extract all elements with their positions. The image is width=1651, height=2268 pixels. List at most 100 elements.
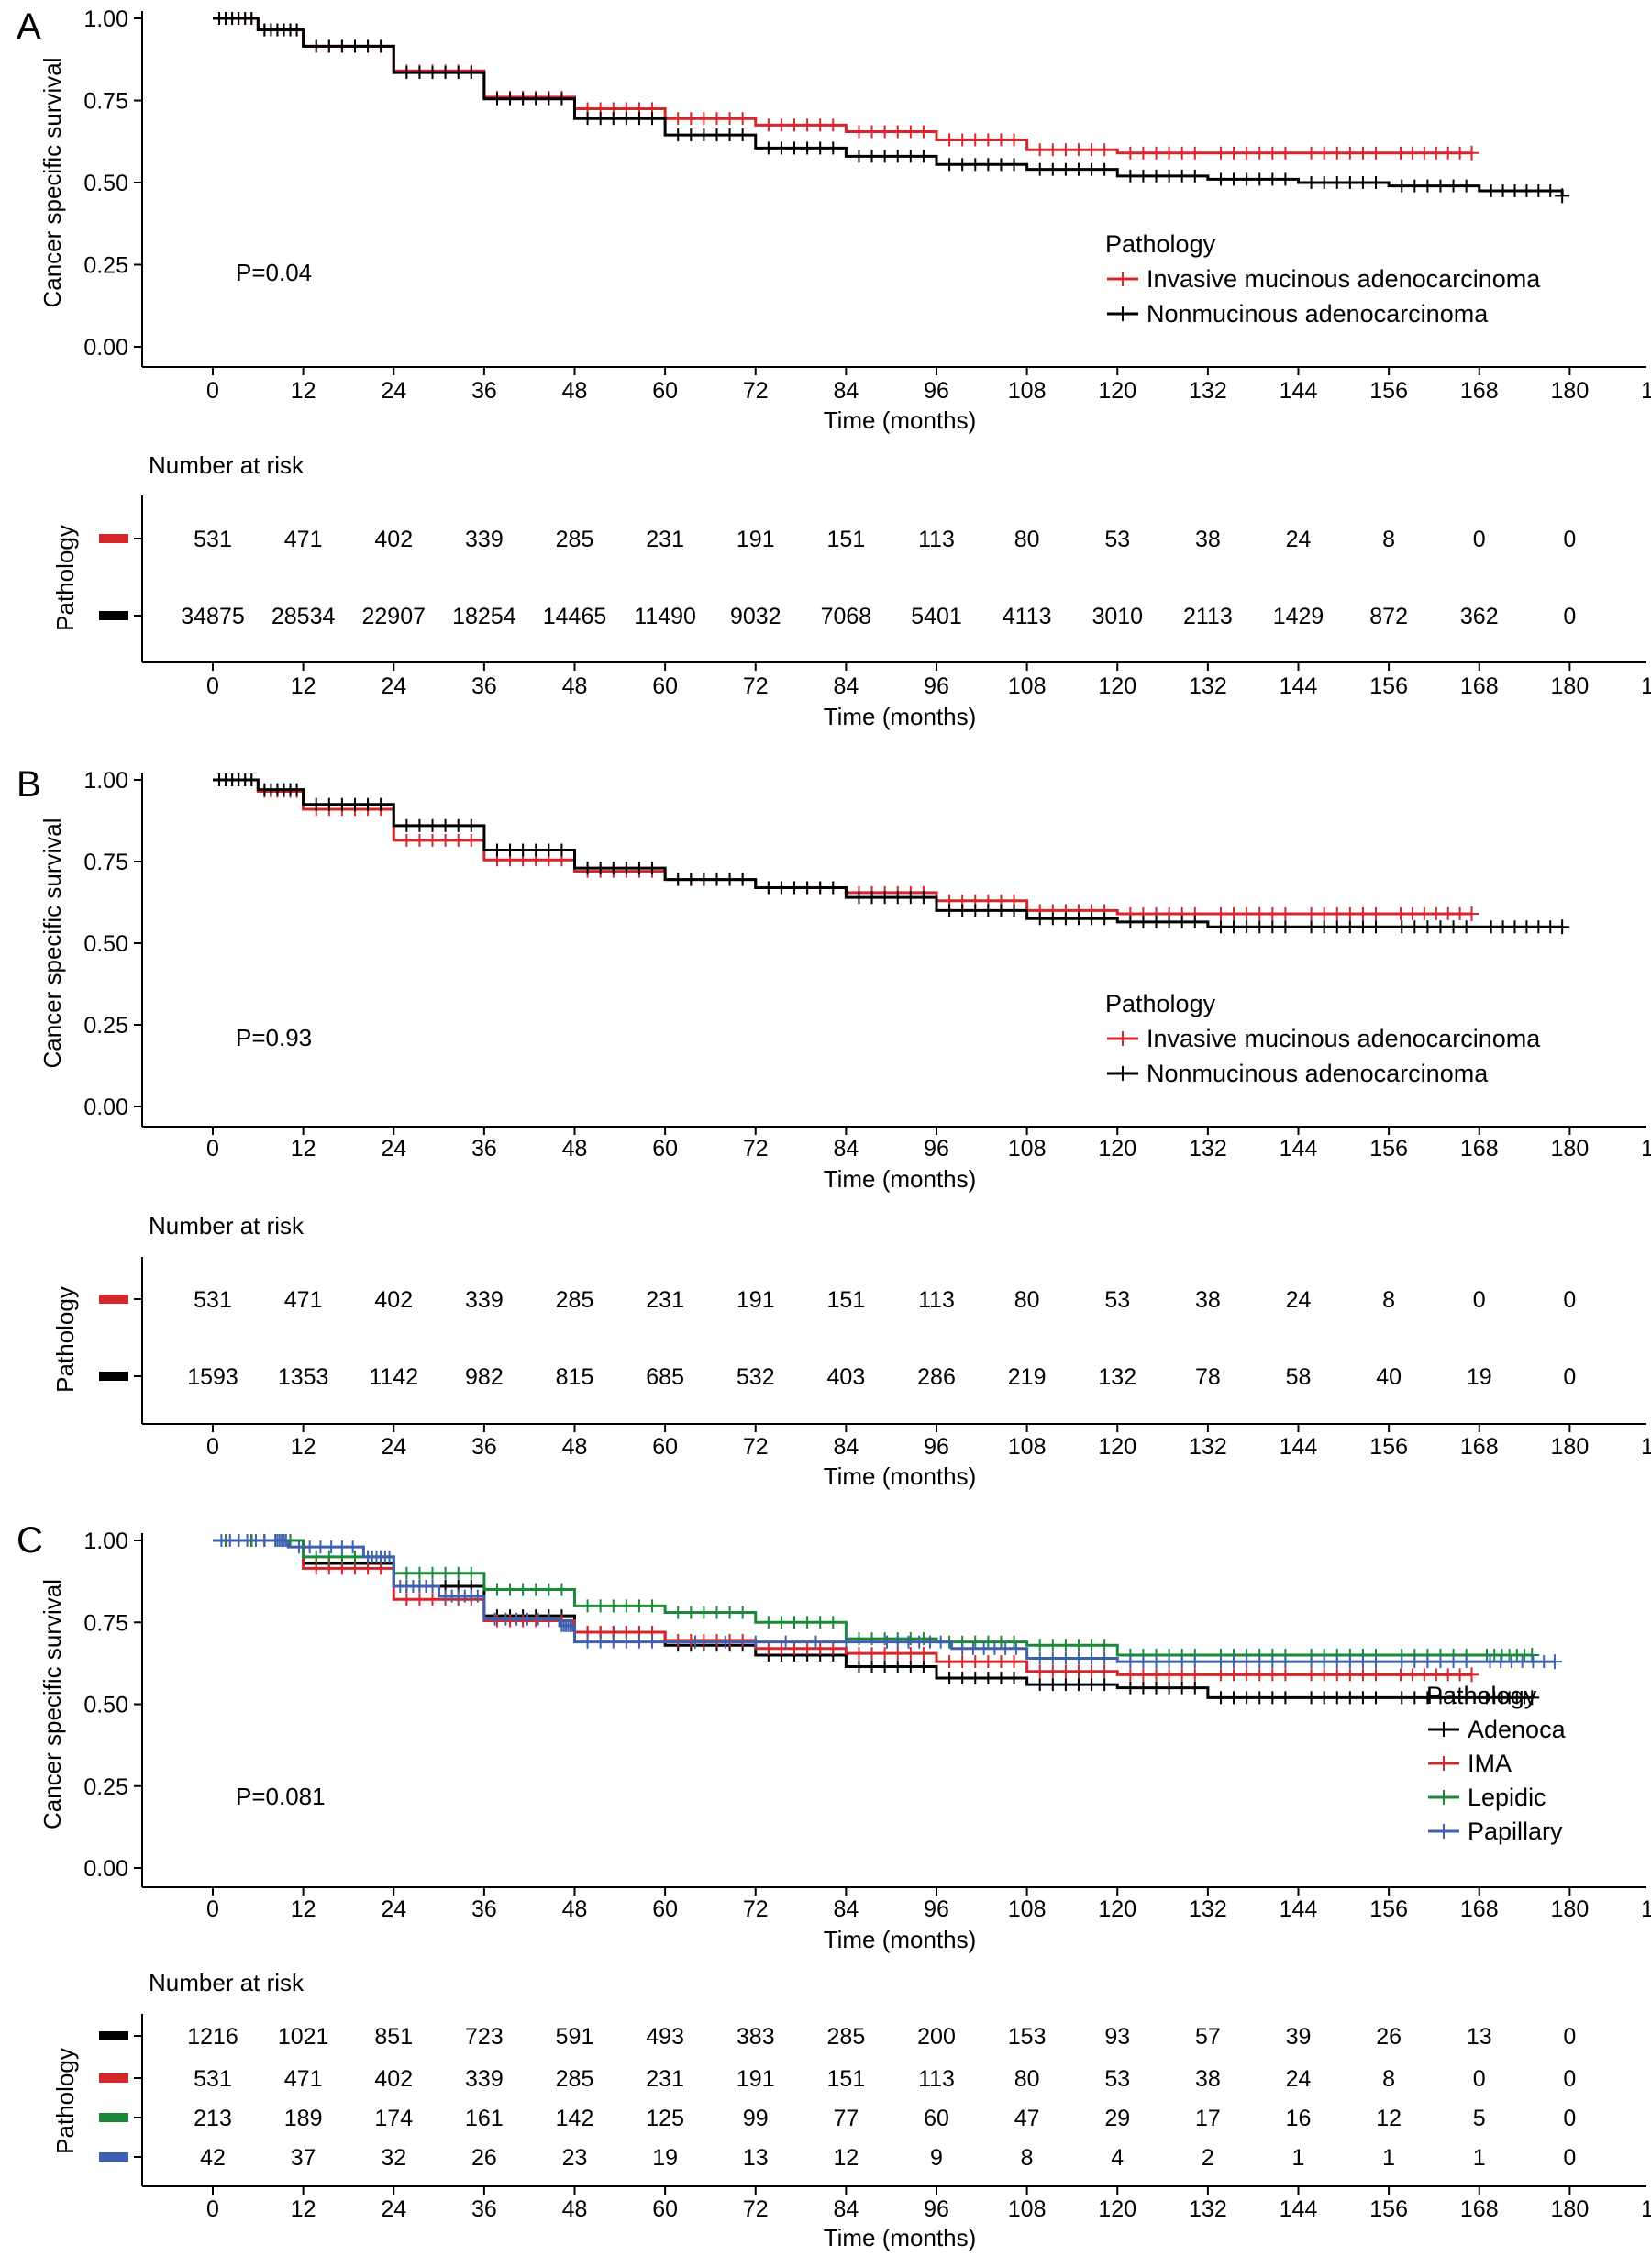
risk-cell: 24	[1286, 527, 1312, 552]
survival-curve-4	[213, 1539, 1555, 1663]
x-tick-label: 132	[1189, 1136, 1227, 1162]
risk-cell: 0	[1563, 1364, 1576, 1390]
risk-cell: 213	[194, 2106, 232, 2131]
risk-cell: 153	[1008, 2024, 1047, 2050]
risk-cell: 471	[284, 527, 323, 552]
risk-cell: 28534	[271, 604, 336, 629]
risk-cell: 403	[827, 1364, 866, 1390]
risk-x-tick-label: 0	[206, 673, 219, 699]
risk-cell: 174	[374, 2106, 413, 2131]
risk-cell: 26	[1376, 2024, 1402, 2050]
risk-cell: 685	[646, 1364, 684, 1390]
risk-table-title: Number at risk	[149, 1212, 305, 1240]
risk-x-label: Time (months)	[824, 703, 977, 730]
x-tick-label: 0	[206, 1896, 219, 1922]
risk-cell: 113	[918, 527, 955, 552]
x-tick-label: 60	[652, 1896, 678, 1922]
x-tick-label: 72	[743, 378, 769, 404]
y-axis-label: Cancer specific survival	[39, 817, 66, 1068]
risk-cell: 191	[737, 2066, 775, 2092]
risk-cell: 285	[827, 2024, 866, 2050]
risk-x-tick-label: 84	[833, 673, 859, 699]
risk-cell: 19	[652, 2145, 678, 2171]
x-tick-label: 12	[291, 1136, 316, 1162]
risk-cell: 125	[646, 2106, 684, 2131]
x-tick-label: 96	[924, 1136, 949, 1162]
x-tick-label: 60	[652, 378, 678, 404]
survival-curve-2	[213, 1539, 1472, 1676]
censor-marks-1	[218, 12, 1479, 161]
risk-x-tick-label: 84	[833, 2196, 859, 2222]
risk-x-tick-label: 132	[1189, 2196, 1227, 2222]
y-tick-label: 0.75	[83, 1610, 128, 1636]
x-tick-label: 192	[1641, 378, 1651, 404]
risk-x-tick-label: 156	[1369, 1434, 1408, 1460]
risk-cell: 0	[1473, 527, 1486, 552]
risk-cell: 872	[1369, 604, 1408, 629]
risk-cell: 78	[1195, 1364, 1221, 1390]
risk-cell: 14465	[543, 604, 607, 629]
risk-cell: 383	[737, 2024, 775, 2050]
risk-cell: 0	[1563, 2145, 1576, 2171]
risk-y-label: Pathology	[51, 2048, 79, 2154]
risk-row-key	[99, 2152, 128, 2162]
x-tick-label: 120	[1098, 1896, 1136, 1922]
risk-row-key	[99, 1372, 128, 1381]
risk-cell: 286	[917, 1364, 956, 1390]
risk-x-tick-label: 72	[743, 673, 769, 699]
y-tick-label: 1.00	[83, 768, 128, 794]
risk-cell: 362	[1460, 604, 1499, 629]
risk-x-tick-label: 144	[1280, 1434, 1318, 1460]
risk-row-key	[99, 2031, 128, 2040]
survival-curve-3	[213, 1539, 1533, 1657]
risk-x-tick-label: 60	[652, 673, 678, 699]
x-tick-label: 168	[1460, 378, 1499, 404]
x-tick-label: 96	[924, 378, 949, 404]
x-tick-label: 180	[1551, 1896, 1590, 1922]
risk-cell: 339	[465, 2066, 504, 2092]
survival-curve-1	[213, 17, 1472, 155]
risk-cell: 1	[1292, 2145, 1305, 2171]
risk-x-tick-label: 72	[743, 1434, 769, 1460]
risk-cell: 26	[471, 2145, 497, 2171]
risk-x-tick-label: 60	[652, 1434, 678, 1460]
risk-cell: 1	[1382, 2145, 1395, 2171]
risk-table: Number at risk Pathology 531 471 402 339 285 23…	[51, 1212, 1651, 1490]
survival-curve-2	[213, 778, 1563, 928]
legend-label: Papillary	[1468, 1818, 1563, 1845]
risk-cell: 53	[1104, 527, 1130, 552]
censor-marks-2	[218, 773, 1570, 935]
risk-x-tick-label: 108	[1008, 673, 1047, 699]
legend-label: IMA	[1468, 1750, 1512, 1777]
censor-marks-2	[218, 12, 1570, 204]
risk-cell: 591	[556, 2024, 594, 2050]
x-tick-label: 72	[743, 1896, 769, 1922]
risk-cell: 39	[1286, 2024, 1312, 2050]
censor-marks-1	[225, 1534, 1540, 1706]
risk-cell: 34875	[181, 604, 245, 629]
risk-x-tick-label: 156	[1369, 2196, 1408, 2222]
risk-x-tick-label: 24	[381, 2196, 406, 2222]
risk-row-key	[99, 611, 128, 620]
x-tick-label: 192	[1641, 1896, 1651, 1922]
panel-label: A	[17, 6, 41, 47]
risk-cell: 53	[1104, 2066, 1130, 2092]
risk-x-tick-label: 96	[924, 2196, 949, 2222]
risk-x-tick-label: 0	[206, 2196, 219, 2222]
risk-cell: 9032	[730, 604, 781, 629]
risk-cell: 231	[646, 2066, 684, 2092]
risk-cell: 47	[1014, 2106, 1040, 2131]
risk-cell: 0	[1563, 2106, 1576, 2131]
risk-cell: 42	[200, 2145, 226, 2171]
x-axis-label: Time (months)	[824, 1926, 977, 1953]
risk-y-label: Pathology	[51, 525, 79, 631]
risk-cell: 58	[1286, 1364, 1312, 1390]
risk-cell: 7068	[821, 604, 872, 629]
risk-cell: 1142	[369, 1364, 418, 1390]
risk-x-tick-label: 24	[381, 673, 406, 699]
censor-marks-4	[220, 1534, 1562, 1670]
risk-cell: 191	[737, 1287, 775, 1313]
risk-cell: 151	[827, 527, 866, 552]
legend: Pathology Adenoca IMA Lepidic Papillary	[1426, 1682, 1567, 1845]
